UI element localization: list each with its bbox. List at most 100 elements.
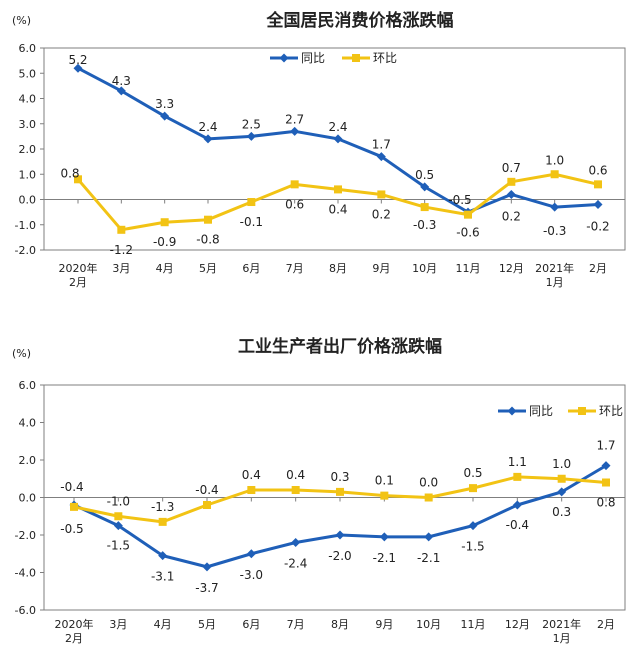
data-label-mom: -0.4 bbox=[195, 483, 218, 497]
data-point-yoy bbox=[557, 487, 567, 497]
y-tick-label: 4.0 bbox=[19, 93, 37, 106]
data-point-yoy bbox=[379, 532, 389, 542]
x-tick-label: 5月 bbox=[199, 262, 217, 275]
x-tick-label: 5月 bbox=[198, 618, 216, 631]
data-label-yoy: -3.0 bbox=[240, 568, 263, 582]
x-tick-label: 2月 bbox=[65, 632, 83, 645]
data-point-mom bbox=[336, 487, 344, 496]
data-label-yoy: 1.7 bbox=[372, 138, 391, 152]
data-label-yoy: 0.3 bbox=[552, 505, 571, 519]
legend-marker-square bbox=[578, 407, 586, 415]
data-label-yoy: 2.5 bbox=[242, 117, 261, 131]
x-tick-label: 8月 bbox=[331, 618, 349, 631]
x-tick-label: 6月 bbox=[242, 262, 260, 275]
data-label-yoy: -3.7 bbox=[195, 581, 218, 595]
data-point-mom bbox=[420, 203, 429, 212]
data-point-yoy bbox=[203, 134, 213, 144]
x-tick-label: 11月 bbox=[456, 262, 481, 275]
data-label-mom: 0.3 bbox=[330, 470, 349, 484]
data-point-mom bbox=[380, 491, 389, 500]
legend-label: 环比 bbox=[599, 404, 623, 418]
y-tick-label: 0.0 bbox=[19, 492, 37, 505]
x-tick-label: 3月 bbox=[112, 262, 130, 275]
chart-title: 工业生产者出厂价格涨跌幅 bbox=[238, 336, 442, 357]
data-label-mom: 0.4 bbox=[242, 468, 261, 482]
x-tick-label: 10月 bbox=[416, 618, 441, 631]
data-point-yoy bbox=[593, 200, 603, 210]
x-tick-label: 12月 bbox=[499, 262, 524, 275]
x-tick-label: 1月 bbox=[546, 276, 564, 289]
x-tick-label: 8月 bbox=[329, 262, 347, 275]
data-label-yoy: -0.4 bbox=[506, 518, 529, 532]
data-point-yoy bbox=[202, 562, 212, 572]
x-tick-label: 2月 bbox=[589, 262, 607, 275]
x-tick-label: 3月 bbox=[109, 618, 127, 631]
data-label-mom: -0.1 bbox=[240, 215, 263, 229]
data-point-mom bbox=[464, 210, 472, 219]
x-tick-label: 2021年 bbox=[542, 617, 581, 631]
y-tick-label: 5.0 bbox=[19, 67, 37, 80]
x-tick-label: 9月 bbox=[375, 618, 393, 631]
x-tick-label: 2020年 bbox=[55, 617, 94, 631]
y-tick-label: -4.0 bbox=[15, 567, 36, 580]
y-tick-label: -1.0 bbox=[15, 219, 36, 232]
data-point-mom bbox=[469, 484, 477, 493]
data-label-mom: 1.0 bbox=[545, 153, 564, 167]
data-point-mom bbox=[291, 486, 300, 494]
data-point-yoy bbox=[333, 134, 343, 144]
data-point-mom bbox=[247, 486, 256, 494]
data-point-yoy bbox=[291, 538, 301, 547]
x-tick-label: 10月 bbox=[412, 262, 437, 275]
data-label-yoy: -2.0 bbox=[328, 549, 351, 563]
data-label-yoy: -1.5 bbox=[461, 540, 484, 554]
y-tick-label: -6.0 bbox=[15, 604, 36, 617]
data-label-mom: -0.5 bbox=[60, 522, 83, 536]
data-label-yoy: 4.3 bbox=[112, 74, 131, 88]
data-point-yoy bbox=[506, 189, 516, 199]
data-point-mom bbox=[377, 190, 386, 199]
data-point-mom bbox=[507, 177, 516, 186]
x-tick-label: 7月 bbox=[287, 618, 305, 631]
x-tick-label: 2020年 bbox=[59, 261, 98, 275]
x-tick-label: 2月 bbox=[597, 618, 615, 631]
data-point-yoy bbox=[160, 111, 170, 121]
x-tick-label: 2021年 bbox=[535, 261, 574, 275]
data-label-mom: 1.1 bbox=[508, 455, 527, 469]
data-point-mom bbox=[550, 170, 559, 179]
chart-1: 全国居民消费价格涨跌幅 (%) 6.0 5.0 4.0 3.0 2.0 1.0 0.0 -1.0 -… bbox=[12, 10, 626, 289]
data-point-yoy bbox=[420, 182, 430, 192]
y-tick-label: 2.0 bbox=[19, 143, 37, 156]
data-label-mom: -0.9 bbox=[153, 235, 176, 249]
data-label-mom: 1.0 bbox=[552, 457, 571, 471]
data-label-yoy: 2.7 bbox=[285, 112, 304, 126]
data-label-mom: 0.7 bbox=[502, 161, 521, 175]
data-label-yoy: -2.1 bbox=[417, 551, 440, 565]
data-point-mom bbox=[74, 175, 82, 184]
data-point-mom bbox=[117, 225, 126, 234]
data-label-yoy: 0.5 bbox=[415, 168, 434, 182]
data-point-mom bbox=[70, 502, 78, 511]
data-point-yoy bbox=[601, 461, 611, 471]
data-point-yoy bbox=[116, 86, 126, 96]
legend-marker-diamond bbox=[507, 406, 517, 416]
data-label-yoy: -2.1 bbox=[373, 551, 396, 565]
y-tick-label: 4.0 bbox=[19, 417, 37, 430]
data-label-yoy: -0.4 bbox=[60, 480, 83, 494]
legend-label: 环比 bbox=[373, 51, 397, 65]
data-label-mom: 0.4 bbox=[286, 468, 305, 482]
y-axis-unit: (%) bbox=[12, 14, 31, 27]
data-label-yoy: -3.1 bbox=[151, 570, 174, 584]
data-point-mom bbox=[114, 512, 123, 521]
data-point-yoy bbox=[335, 530, 345, 540]
y-tick-label: 2.0 bbox=[19, 454, 37, 467]
data-point-mom bbox=[290, 180, 299, 189]
y-tick-label: -2.0 bbox=[15, 529, 36, 542]
y-tick-label: 3.0 bbox=[19, 118, 37, 131]
data-label-mom: 0.6 bbox=[285, 197, 304, 211]
data-label-mom: -0.3 bbox=[413, 218, 436, 232]
data-point-yoy bbox=[246, 131, 256, 141]
y-tick-label: -2.0 bbox=[15, 244, 36, 257]
legend-marker-diamond bbox=[279, 53, 289, 63]
data-label-yoy: 2.4 bbox=[198, 120, 217, 134]
